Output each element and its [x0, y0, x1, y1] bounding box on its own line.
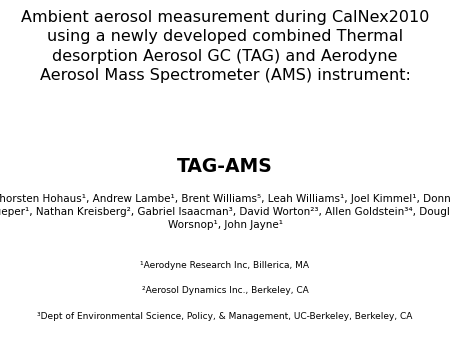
Text: ¹Aerodyne Research Inc, Billerica, MA: ¹Aerodyne Research Inc, Billerica, MA: [140, 261, 310, 270]
Text: ²Aerosol Dynamics Inc., Berkeley, CA: ²Aerosol Dynamics Inc., Berkeley, CA: [142, 286, 308, 296]
Text: ³Dept of Environmental Science, Policy, & Management, UC-Berkeley, Berkeley, CA: ³Dept of Environmental Science, Policy, …: [37, 312, 413, 321]
Text: TAG-AMS: TAG-AMS: [177, 157, 273, 176]
Text: Thorsten Hohaus¹, Andrew Lambe¹, Brent Williams⁵, Leah Williams¹, Joel Kimmel¹, : Thorsten Hohaus¹, Andrew Lambe¹, Brent W…: [0, 194, 450, 230]
Text: Ambient aerosol measurement during CalNex2010
using a newly developed combined T: Ambient aerosol measurement during CalNe…: [21, 10, 429, 83]
